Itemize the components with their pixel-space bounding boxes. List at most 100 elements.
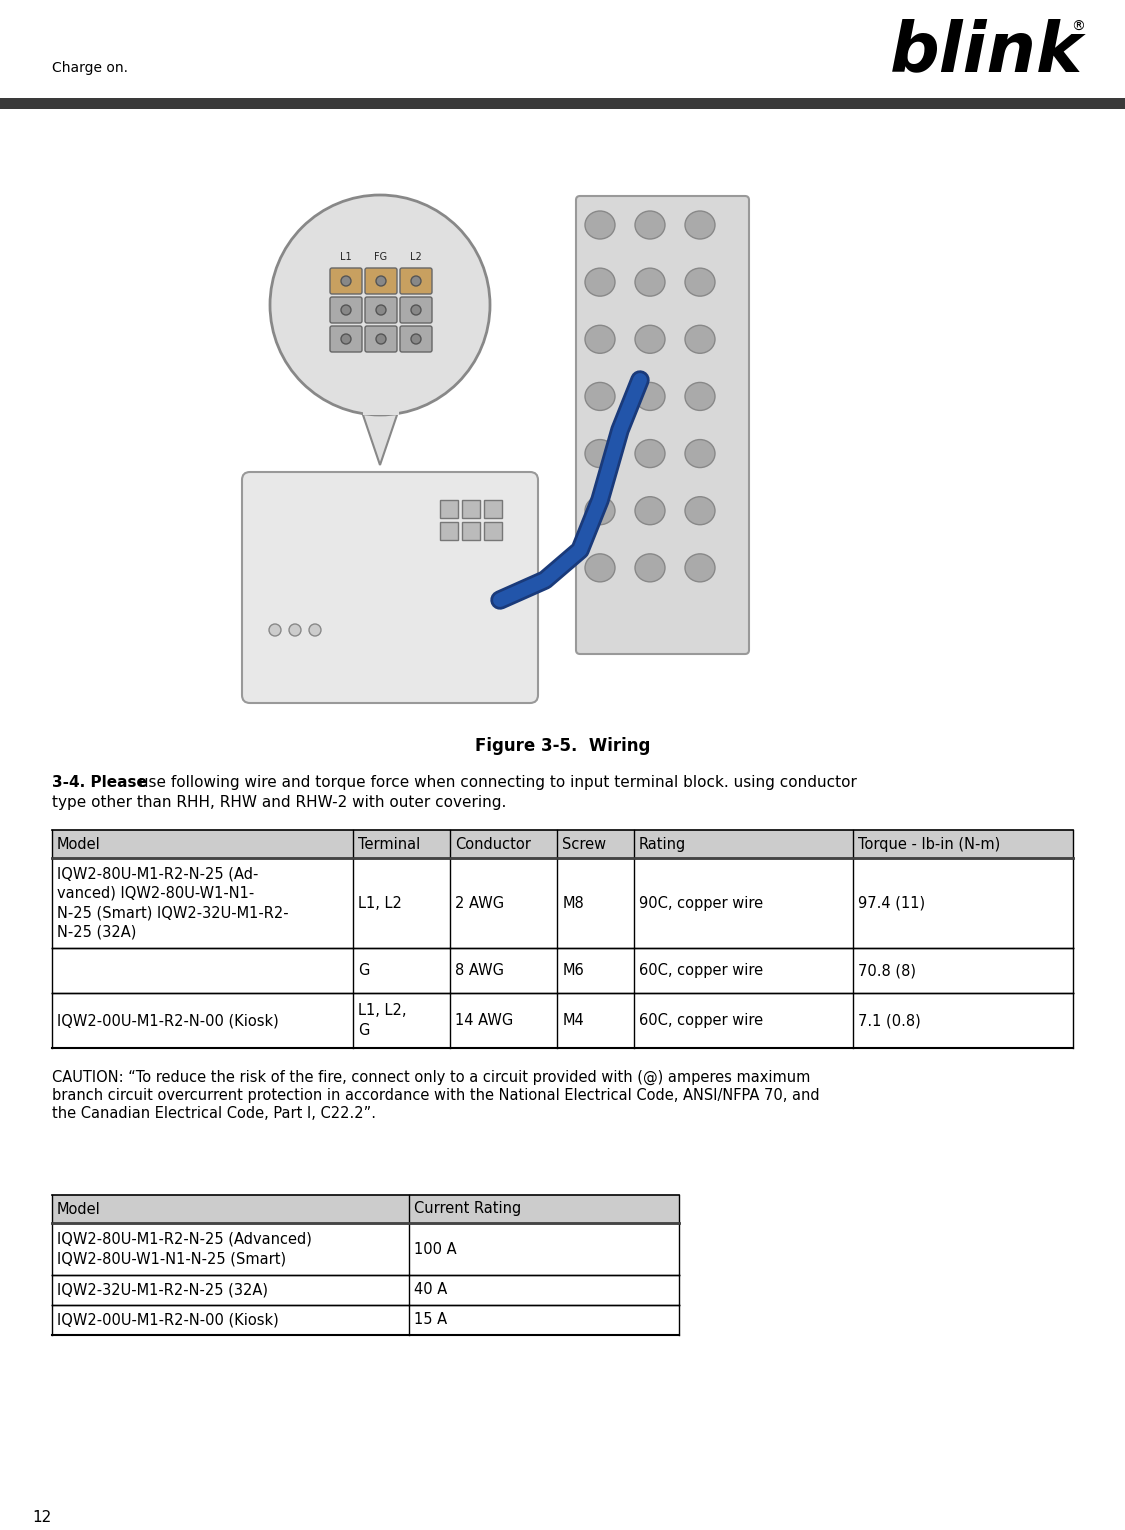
Ellipse shape xyxy=(634,382,665,410)
Text: L2: L2 xyxy=(411,252,422,262)
Circle shape xyxy=(270,194,490,415)
FancyBboxPatch shape xyxy=(576,196,749,653)
Ellipse shape xyxy=(685,497,716,525)
FancyBboxPatch shape xyxy=(400,297,432,323)
Text: Model: Model xyxy=(57,1201,101,1216)
Text: ®: ® xyxy=(1071,20,1084,34)
FancyBboxPatch shape xyxy=(400,326,432,352)
Ellipse shape xyxy=(634,211,665,239)
Circle shape xyxy=(376,275,386,286)
Circle shape xyxy=(341,275,351,286)
Ellipse shape xyxy=(634,497,665,525)
Bar xyxy=(52,858,1073,949)
FancyBboxPatch shape xyxy=(330,297,362,323)
Ellipse shape xyxy=(685,439,716,468)
Bar xyxy=(363,410,399,415)
Circle shape xyxy=(341,334,351,344)
Ellipse shape xyxy=(634,326,665,353)
Text: 97.4 (11): 97.4 (11) xyxy=(858,895,926,910)
Text: Rating: Rating xyxy=(639,837,686,852)
Text: branch circuit overcurrent protection in accordance with the National Electrical: branch circuit overcurrent protection in… xyxy=(52,1088,820,1103)
Text: 70.8 (8): 70.8 (8) xyxy=(858,962,917,978)
Bar xyxy=(52,1305,679,1336)
Ellipse shape xyxy=(634,268,665,297)
Bar xyxy=(440,522,458,540)
Text: 40 A: 40 A xyxy=(414,1282,448,1297)
Ellipse shape xyxy=(585,439,615,468)
Ellipse shape xyxy=(685,268,716,297)
FancyBboxPatch shape xyxy=(364,268,397,294)
Ellipse shape xyxy=(685,554,716,581)
Text: Charge on.: Charge on. xyxy=(52,61,128,75)
Circle shape xyxy=(376,304,386,315)
Text: IQW2-32U-M1-R2-N-25 (32A): IQW2-32U-M1-R2-N-25 (32A) xyxy=(57,1282,268,1297)
Text: 8 AWG: 8 AWG xyxy=(456,962,504,978)
FancyBboxPatch shape xyxy=(242,471,538,702)
Ellipse shape xyxy=(685,382,716,410)
Text: Model: Model xyxy=(57,837,101,852)
Bar xyxy=(52,829,1073,858)
Circle shape xyxy=(269,624,281,636)
Bar xyxy=(52,1222,679,1274)
Bar xyxy=(484,500,502,519)
Text: M4: M4 xyxy=(562,1013,584,1028)
Bar xyxy=(52,1274,679,1305)
Ellipse shape xyxy=(634,439,665,468)
Text: IQW2-80U-M1-R2-N-25 (Advanced)
IQW2-80U-W1-N1-N-25 (Smart): IQW2-80U-M1-R2-N-25 (Advanced) IQW2-80U-… xyxy=(57,1232,312,1267)
Ellipse shape xyxy=(585,211,615,239)
Text: Current Rating: Current Rating xyxy=(414,1201,522,1216)
Circle shape xyxy=(309,624,321,636)
Ellipse shape xyxy=(585,497,615,525)
Circle shape xyxy=(341,304,351,315)
Bar xyxy=(440,500,458,519)
Text: 2 AWG: 2 AWG xyxy=(456,895,504,910)
Polygon shape xyxy=(362,412,398,465)
Text: L1, L2: L1, L2 xyxy=(358,895,402,910)
Text: 15 A: 15 A xyxy=(414,1313,448,1328)
Text: CAUTION: “To reduce the risk of the fire, connect only to a circuit provided wit: CAUTION: “To reduce the risk of the fire… xyxy=(52,1069,810,1085)
Text: Terminal: Terminal xyxy=(358,837,421,852)
Ellipse shape xyxy=(585,554,615,581)
Text: 7.1 (0.8): 7.1 (0.8) xyxy=(858,1013,921,1028)
Bar xyxy=(52,1195,679,1222)
Text: use following wire and torque force when connecting to input terminal block. usi: use following wire and torque force when… xyxy=(134,776,857,789)
FancyBboxPatch shape xyxy=(400,268,432,294)
Ellipse shape xyxy=(585,268,615,297)
Text: FG: FG xyxy=(375,252,387,262)
Text: 90C, copper wire: 90C, copper wire xyxy=(639,895,763,910)
Text: 60C, copper wire: 60C, copper wire xyxy=(639,1013,763,1028)
FancyBboxPatch shape xyxy=(364,297,397,323)
FancyBboxPatch shape xyxy=(364,326,397,352)
Text: IQW2-00U-M1-R2-N-00 (Kiosk): IQW2-00U-M1-R2-N-00 (Kiosk) xyxy=(57,1013,279,1028)
Circle shape xyxy=(411,334,421,344)
Text: the Canadian Electrical Code, Part I, C22.2”.: the Canadian Electrical Code, Part I, C2… xyxy=(52,1106,376,1121)
Bar xyxy=(462,500,480,519)
Text: L1: L1 xyxy=(340,252,352,262)
Bar xyxy=(52,993,1073,1048)
Bar xyxy=(0,98,1125,109)
Text: Screw: Screw xyxy=(562,837,606,852)
Circle shape xyxy=(376,334,386,344)
Text: 100 A: 100 A xyxy=(414,1241,457,1256)
FancyBboxPatch shape xyxy=(330,326,362,352)
Text: 12: 12 xyxy=(32,1510,52,1525)
Text: L1, L2,
G: L1, L2, G xyxy=(358,1004,407,1037)
Text: 60C, copper wire: 60C, copper wire xyxy=(639,962,763,978)
Ellipse shape xyxy=(585,382,615,410)
Bar xyxy=(52,949,1073,993)
FancyBboxPatch shape xyxy=(330,268,362,294)
Text: 3-4. Please: 3-4. Please xyxy=(52,776,147,789)
Text: M8: M8 xyxy=(562,895,584,910)
Ellipse shape xyxy=(634,554,665,581)
Ellipse shape xyxy=(685,326,716,353)
Text: Torque - lb-in (N-m): Torque - lb-in (N-m) xyxy=(858,837,1001,852)
Bar xyxy=(484,522,502,540)
Text: Conductor: Conductor xyxy=(456,837,531,852)
Text: IQW2-80U-M1-R2-N-25 (Ad-
vanced) IQW2-80U-W1-N1-
N-25 (Smart) IQW2-32U-M1-R2-
N-: IQW2-80U-M1-R2-N-25 (Ad- vanced) IQW2-80… xyxy=(57,866,289,939)
Circle shape xyxy=(411,275,421,286)
Bar xyxy=(462,522,480,540)
Text: type other than RHH, RHW and RHW-2 with outer covering.: type other than RHH, RHW and RHW-2 with … xyxy=(52,796,506,809)
Text: IQW2-00U-M1-R2-N-00 (Kiosk): IQW2-00U-M1-R2-N-00 (Kiosk) xyxy=(57,1313,279,1328)
Text: M6: M6 xyxy=(562,962,584,978)
Ellipse shape xyxy=(585,326,615,353)
